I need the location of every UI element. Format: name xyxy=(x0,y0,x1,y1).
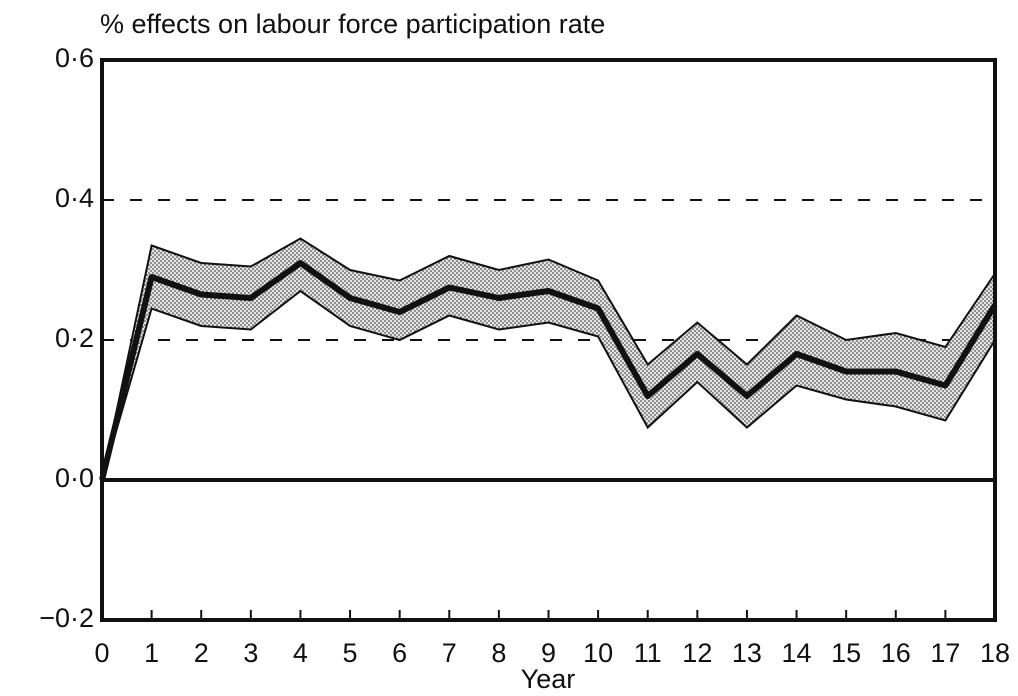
x-tick-label: 18 xyxy=(980,638,1010,668)
y-tick-label: 0·2 xyxy=(55,323,94,353)
x-axis-label: Year xyxy=(521,664,576,694)
x-tick-label: 0 xyxy=(94,638,109,668)
y-tick-label: 0·4 xyxy=(55,183,94,213)
line xyxy=(99,260,998,481)
chart-title: % effects on labour force participation … xyxy=(100,9,605,39)
x-tick-label: 15 xyxy=(831,638,861,668)
x-tick-label: 3 xyxy=(243,638,258,668)
band-edge xyxy=(101,237,996,481)
band-edge xyxy=(101,289,996,481)
y-tick-label: 0·0 xyxy=(55,463,94,493)
x-tick-label: 17 xyxy=(930,638,960,668)
x-tick-label: 6 xyxy=(392,638,407,668)
y-tick-label: 0·6 xyxy=(55,43,94,73)
x-tick-label: 2 xyxy=(194,638,209,668)
x-tick-label: 10 xyxy=(583,638,613,668)
x-tick-label: 12 xyxy=(682,638,712,668)
x-tick-label: 13 xyxy=(732,638,762,668)
x-tick-label: 7 xyxy=(442,638,457,668)
x-tick-label: 16 xyxy=(881,638,911,668)
y-tick-label: −0·2 xyxy=(39,603,94,633)
x-tick-label: 5 xyxy=(343,638,358,668)
x-tick-label: 4 xyxy=(293,638,308,668)
x-tick-label: 11 xyxy=(634,638,662,668)
x-tick-label: 8 xyxy=(491,638,506,668)
x-tick-label: 14 xyxy=(782,638,812,668)
x-tick-label: 1 xyxy=(144,638,159,668)
x-tick-label: 9 xyxy=(541,638,556,668)
